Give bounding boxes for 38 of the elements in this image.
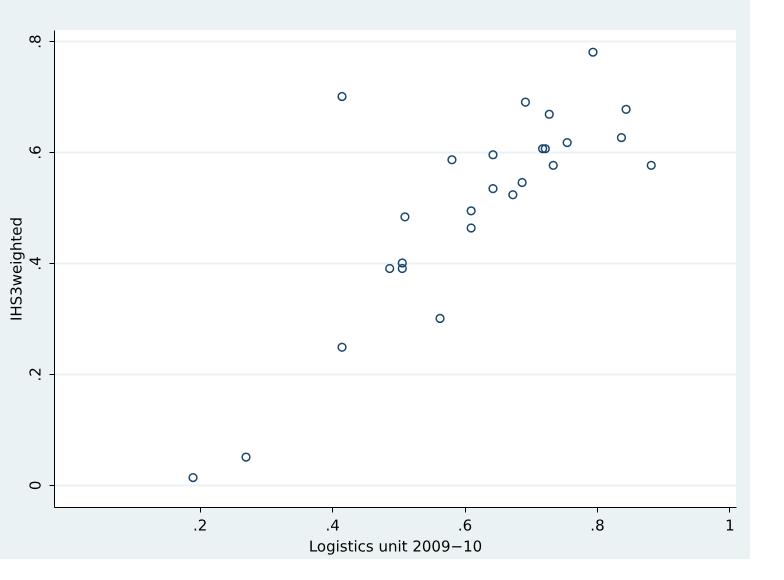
y-axis-title: IHS3weighted (8, 216, 26, 322)
x-tick-label: .4 (325, 516, 340, 534)
point (616, 132, 626, 142)
y-tick-label: .4 (26, 256, 44, 271)
y-tick-label: 0 (26, 480, 44, 490)
y-tick-label: .2 (26, 367, 44, 382)
x-tick-label: .6 (458, 516, 472, 534)
point (398, 258, 407, 268)
point (466, 206, 476, 216)
point (488, 184, 498, 194)
x-tick-label: 1 (725, 516, 735, 534)
point (548, 160, 558, 170)
x-axis-title: Logistics unit 2009−10 (308, 538, 482, 556)
point (241, 452, 251, 462)
point (337, 342, 347, 352)
y-tick-label: .8 (26, 34, 44, 49)
point (588, 48, 598, 57)
point (398, 264, 407, 274)
point (520, 97, 530, 107)
point (435, 314, 445, 324)
y-tick-label: .6 (26, 145, 44, 160)
point (538, 144, 548, 154)
point (508, 190, 518, 200)
point (400, 212, 410, 222)
point (540, 144, 550, 154)
point (562, 138, 572, 148)
point (621, 104, 631, 114)
point (447, 155, 457, 164)
point (188, 472, 198, 482)
point (544, 110, 554, 119)
point (488, 150, 498, 160)
point (337, 92, 347, 102)
point (518, 178, 527, 188)
point (466, 223, 476, 233)
point (646, 160, 656, 170)
point (385, 264, 394, 274)
x-tick-label: .2 (193, 516, 208, 534)
x-tick-label: .8 (590, 516, 605, 534)
